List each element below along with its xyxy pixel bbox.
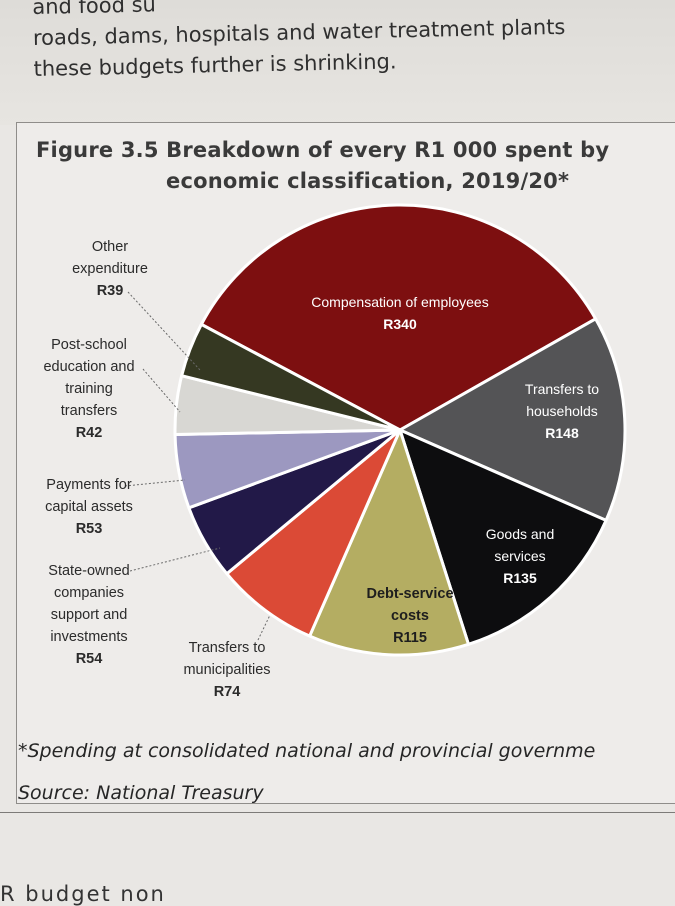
slice-label-name: Debt-service — [366, 586, 454, 602]
slice-label-value: R54 — [75, 651, 103, 667]
slice-label: Compensation of employees R340 — [270, 291, 530, 335]
figure-title-line-2: economic classification, 2019/20* — [166, 169, 570, 193]
figure-title-line-1: Figure 3.5 Breakdown of every R1 000 spe… — [36, 138, 610, 162]
slice-label-value: R74 — [213, 684, 241, 700]
slice-label-name: Post-school — [51, 337, 127, 353]
pie-slice — [225, 428, 402, 638]
slice-label-value: R39 — [96, 283, 124, 299]
slice-label-name: Transfers to — [524, 381, 600, 397]
slice-label-value: R148 — [545, 425, 579, 441]
pie-slice — [308, 428, 470, 657]
pie-slice — [398, 317, 627, 522]
footnote: *Spending at consolidated national and p… — [18, 740, 596, 762]
slice-label-name: expenditure — [72, 261, 148, 277]
leader-line — [257, 614, 271, 641]
next-paragraph-cut: R budget non — [0, 882, 166, 906]
slice-label-name: services — [494, 548, 546, 564]
slice-label-name: costs — [391, 608, 429, 624]
slice-label: Post-school education and training transfer… — [24, 334, 154, 444]
slice-label-name: capital assets — [45, 499, 133, 515]
figure-title: Figure 3.5 Breakdown of every R1 000 spe… — [36, 135, 656, 197]
slice-label-name: education and — [43, 359, 135, 375]
slice-label-value: R135 — [503, 570, 537, 586]
slice-label-value: R340 — [383, 316, 417, 332]
pie-slice — [180, 322, 402, 432]
slice-label-name: Compensation of employees — [311, 294, 489, 310]
slice-label-value: R115 — [393, 630, 427, 646]
slice-label-name: Goods and — [485, 526, 555, 542]
slice-label: Transfers to municipalities R74 — [152, 637, 302, 703]
slice-label-name: Transfers to — [188, 640, 266, 656]
slice-label-name: municipalities — [183, 662, 271, 678]
slice-label: Transfers to households R148 — [497, 378, 627, 444]
slice-label-name: training — [65, 381, 113, 397]
slice-label-name: companies — [53, 585, 125, 601]
source-note: Source: National Treasury — [18, 782, 264, 804]
slice-label-name: investments — [50, 629, 128, 645]
leader-line — [142, 368, 181, 413]
slice-label-name: households — [526, 403, 598, 419]
leader-line — [127, 291, 201, 371]
slice-label: Payments for capital assets R53 — [24, 474, 154, 540]
leader-line — [129, 547, 221, 572]
slice-label: Debt-service costs R115 — [345, 583, 475, 649]
page-background-top — [0, 0, 675, 125]
slice-label-name: support and — [50, 607, 128, 623]
slice-label-value: R53 — [75, 521, 103, 537]
slice-label-name: Payments for — [46, 477, 132, 493]
slice-label: State-owned companies support and investmen… — [24, 560, 154, 670]
slice-label-value: R42 — [75, 425, 103, 441]
slice-label-name: transfers — [60, 403, 118, 419]
slice-label: Other expenditure R39 — [60, 236, 160, 302]
slice-label-name: Other — [91, 239, 129, 255]
slice-label: Goods and services R135 — [455, 523, 585, 589]
slice-label-name: State-owned — [48, 563, 130, 579]
divider — [0, 812, 675, 813]
